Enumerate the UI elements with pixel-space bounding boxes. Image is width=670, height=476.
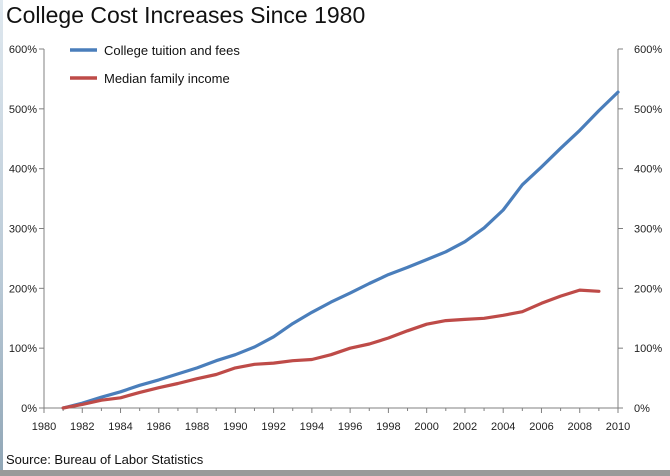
- y-tick-label-right: 600%: [634, 44, 662, 56]
- y-tick-label-right: 500%: [634, 104, 662, 116]
- x-tick-label: 1992: [261, 421, 285, 433]
- y-tick-label-right: 400%: [634, 164, 662, 176]
- y-tick-label-left: 300%: [9, 224, 37, 236]
- x-tick-label: 1998: [376, 421, 400, 433]
- x-tick-label: 2004: [491, 421, 515, 433]
- x-tick-label: 2006: [529, 421, 553, 433]
- x-tick-label: 1986: [147, 421, 171, 433]
- legend: College tuition and fees Median family in…: [70, 43, 240, 86]
- window-bottom-edge: [0, 470, 670, 476]
- chart-title: College Cost Increases Since 1980: [6, 2, 366, 28]
- y-tick-label-right: 100%: [634, 343, 662, 355]
- x-tick-label: 2010: [606, 421, 630, 433]
- x-tick-label: 2008: [567, 421, 591, 433]
- x-tick-label: 1996: [338, 421, 362, 433]
- window-edge: [0, 0, 3, 476]
- series-line-tuition: [61, 90, 620, 410]
- legend-label-tuition: College tuition and fees: [104, 43, 240, 58]
- y-tick-label-right: 200%: [634, 283, 662, 295]
- y-tick-label-left: 100%: [9, 343, 37, 355]
- x-tick-label: 2002: [453, 421, 477, 433]
- x-tick-label: 1982: [70, 421, 94, 433]
- x-tick-label: 1990: [223, 421, 247, 433]
- x-tick-label: 1988: [185, 421, 209, 433]
- x-tick-label: 1984: [108, 421, 132, 433]
- x-tick-label: 2000: [414, 421, 438, 433]
- axes: 0% 0% 100% 100% 200% 200% 300% 300% 400% 400% 500%…: [9, 44, 662, 433]
- series-lines: [61, 90, 620, 410]
- y-tick-label-left: 0%: [21, 403, 37, 415]
- y-tick-label-left: 600%: [9, 44, 37, 56]
- y-tick-label-left: 200%: [9, 283, 37, 295]
- series-line-income: [61, 288, 601, 410]
- y-tick-label-right: 300%: [634, 224, 662, 236]
- y-tick-label-right: 0%: [634, 403, 650, 415]
- legend-label-income: Median family income: [104, 71, 230, 86]
- x-tick-label: 1994: [300, 421, 324, 433]
- x-tick-label: 1980: [32, 421, 56, 433]
- source-note: Source: Bureau of Labor Statistics: [6, 452, 204, 467]
- y-tick-label-left: 500%: [9, 104, 37, 116]
- y-tick-label-left: 400%: [9, 164, 37, 176]
